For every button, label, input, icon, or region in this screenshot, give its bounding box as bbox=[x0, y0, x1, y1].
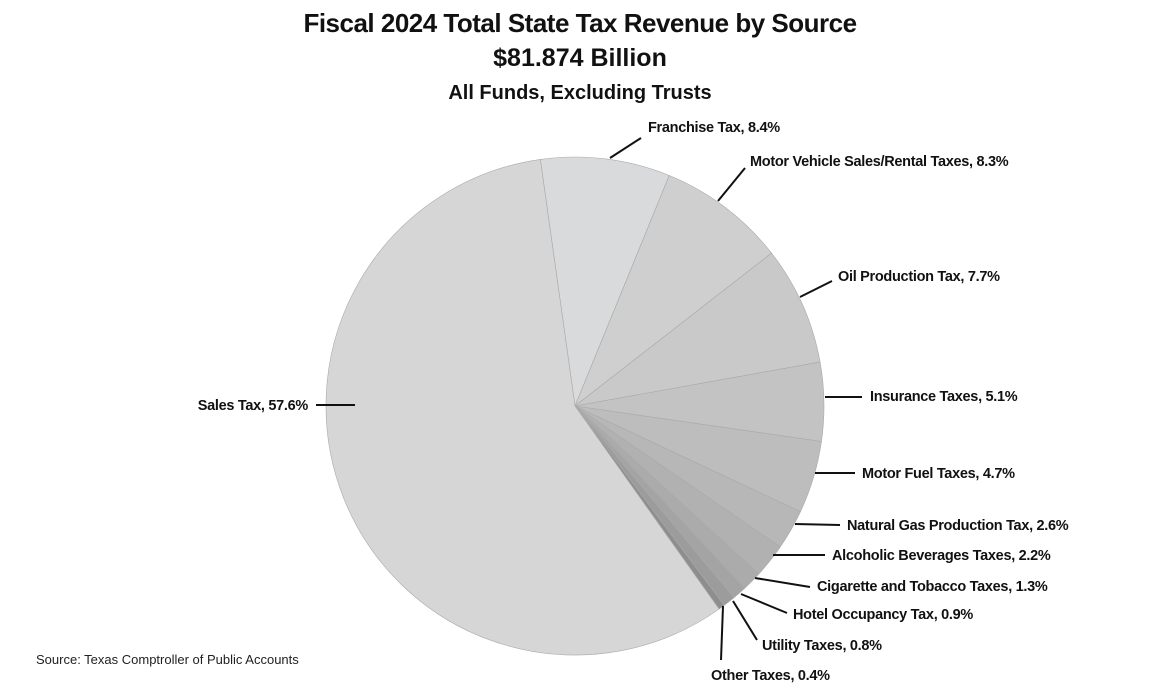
slice-motor-vehicle-sales-rental-taxes bbox=[574, 175, 772, 407]
data-label-motor-vehicle-sales-rental-taxes: Motor Vehicle Sales/Rental Taxes, 8.3% bbox=[750, 154, 1009, 170]
leader-line-oil-production-tax bbox=[799, 280, 833, 298]
data-label-other-taxes: Other Taxes, 0.4% bbox=[711, 668, 830, 684]
data-label-motor-fuel-taxes: Motor Fuel Taxes, 4.7% bbox=[862, 466, 1015, 482]
data-label-hotel-occupancy-tax: Hotel Occupancy Tax, 0.9% bbox=[793, 607, 973, 623]
leader-line-motor-vehicle-sales-rental-taxes bbox=[717, 167, 746, 202]
data-label-natural-gas-production-tax: Natural Gas Production Tax, 2.6% bbox=[847, 518, 1069, 534]
leader-line-natural-gas-production-tax bbox=[794, 523, 841, 526]
slice-oil-production-tax bbox=[574, 252, 821, 407]
slice-sales-tax bbox=[325, 159, 720, 656]
source-note: Source: Texas Comptroller of Public Acco… bbox=[36, 652, 299, 667]
data-label-utility-taxes: Utility Taxes, 0.8% bbox=[762, 638, 882, 654]
data-label-cigarette-and-tobacco-taxes: Cigarette and Tobacco Taxes, 1.3% bbox=[817, 579, 1048, 595]
data-label-alcoholic-beverages-taxes: Alcoholic Beverages Taxes, 2.2% bbox=[832, 548, 1051, 564]
chart-title: Fiscal 2024 Total State Tax Revenue by S… bbox=[303, 8, 857, 38]
chart-subtitle-total: $81.874 Billion bbox=[493, 44, 667, 72]
data-label-sales-tax: Sales Tax, 57.6% bbox=[198, 398, 309, 414]
leader-line-other-taxes bbox=[720, 605, 724, 661]
data-label-insurance-taxes: Insurance Taxes, 5.1% bbox=[870, 389, 1018, 405]
chart-subtitle-funds: All Funds, Excluding Trusts bbox=[448, 82, 712, 104]
leader-line-cigarette-and-tobacco-taxes bbox=[754, 577, 811, 588]
leader-line-hotel-occupancy-tax bbox=[740, 593, 788, 614]
data-label-franchise-tax: Franchise Tax, 8.4% bbox=[648, 120, 780, 136]
leader-line-utility-taxes bbox=[732, 600, 758, 641]
leader-line-franchise-tax bbox=[609, 137, 642, 159]
data-label-oil-production-tax: Oil Production Tax, 7.7% bbox=[838, 269, 1000, 285]
slice-franchise-tax bbox=[540, 156, 670, 408]
